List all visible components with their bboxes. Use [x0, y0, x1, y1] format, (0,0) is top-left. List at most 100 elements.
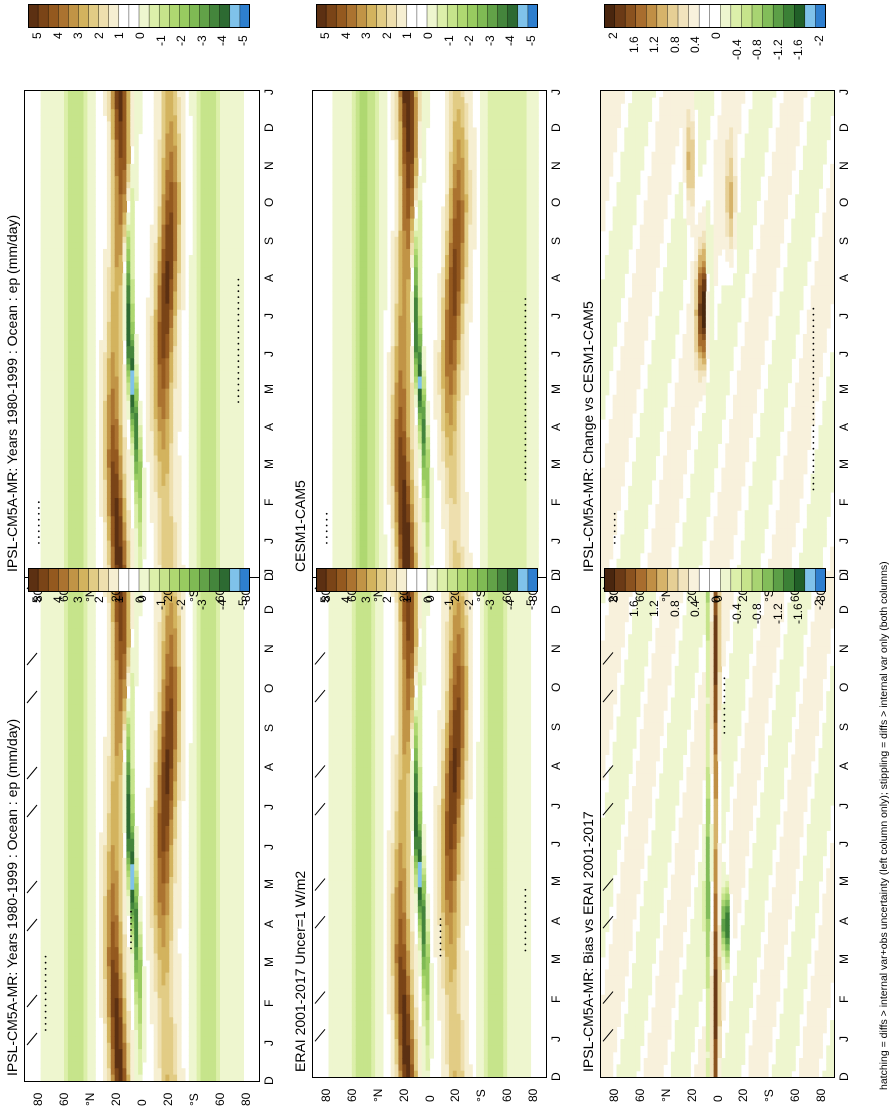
heat-cell [126, 679, 131, 687]
heat-cell [44, 394, 49, 402]
heat-cell [56, 437, 61, 444]
heat-cell [200, 959, 205, 967]
heat-cell [99, 979, 104, 986]
heat-cell [64, 406, 69, 414]
heat-cell [87, 376, 92, 384]
heat-cell [173, 940, 178, 948]
heat-cell [114, 724, 120, 731]
heat-cell [103, 103, 108, 110]
heat-cell [173, 851, 178, 859]
heat-cell [103, 749, 108, 757]
heat-cell [75, 376, 81, 384]
heat-cell [192, 864, 198, 872]
heat-cell [220, 877, 225, 884]
heat-cell [188, 1004, 194, 1012]
heat-cell [91, 115, 96, 122]
heat-cell [99, 985, 104, 993]
heat-cell [216, 959, 221, 967]
heat-cell [110, 743, 116, 751]
heat-cell [40, 109, 46, 116]
heat-cell [122, 743, 127, 751]
heat-cell [52, 528, 57, 536]
heat-cell [79, 679, 85, 687]
heat-cell [204, 602, 209, 610]
heat-cell [44, 775, 49, 782]
heat-cell [227, 704, 233, 712]
heat-cell [52, 103, 57, 110]
heat-cell [122, 800, 127, 808]
heat-cell [181, 755, 186, 763]
heat-cell [239, 781, 244, 789]
heat-cell [106, 749, 112, 757]
heat-cell [114, 781, 120, 789]
heat-cell [181, 634, 186, 642]
heat-cell [192, 685, 198, 693]
heat-cell [204, 673, 209, 680]
heat-cell [110, 736, 116, 744]
heat-cell [235, 934, 241, 942]
heat-cell [56, 704, 61, 712]
heat-cell [40, 522, 46, 529]
heat-cell [103, 870, 108, 878]
heat-cell [83, 953, 88, 961]
heat-cell [169, 673, 174, 680]
heat-cell [83, 200, 88, 208]
heat-cell [91, 498, 96, 505]
heat-cell [71, 419, 77, 426]
heat-cell [161, 819, 166, 827]
heat-cell [173, 832, 178, 840]
heat-cell [212, 660, 217, 668]
heat-cell [157, 902, 163, 910]
heat-cell [67, 979, 73, 986]
heat-cell [204, 1036, 209, 1044]
heat-cell [44, 479, 49, 487]
heat-cell [223, 870, 229, 878]
heat-cell [110, 242, 116, 250]
heat-cell [138, 902, 143, 910]
heat-cell [91, 998, 96, 1006]
heat-cell [87, 679, 92, 687]
heat-cell [239, 749, 244, 757]
heat-cell [235, 940, 241, 948]
heat-cell [181, 609, 186, 617]
heat-cell [52, 902, 57, 910]
heat-cell [67, 206, 73, 214]
heat-cell [87, 540, 92, 548]
heat-cell [60, 540, 65, 548]
heat-cell [165, 940, 170, 948]
heat-cell [153, 685, 159, 693]
heat-cell [212, 883, 217, 891]
heat-cell [216, 851, 221, 859]
heat-cell [56, 139, 61, 147]
heat-cell [79, 534, 85, 542]
heat-cell [134, 991, 139, 999]
heat-cell [83, 800, 88, 808]
heat-cell [67, 334, 73, 341]
heat-cell [83, 145, 88, 153]
heat-cell [149, 787, 155, 795]
heat-cell [52, 200, 57, 208]
heat-cell [110, 692, 116, 700]
heat-cell [239, 609, 244, 617]
heat-cell [87, 1074, 92, 1081]
heat-cell [56, 255, 61, 262]
heat-cell [149, 717, 155, 725]
heat-cell [79, 877, 85, 884]
heat-cell [122, 1010, 127, 1018]
heat-cell [67, 303, 73, 311]
heat-cell [106, 673, 112, 680]
heat-cell [216, 698, 221, 706]
heat-cell [118, 940, 124, 948]
heat-cell [216, 1036, 221, 1044]
heat-cell [196, 940, 202, 948]
heat-cell [83, 864, 88, 872]
heat-cell [208, 685, 213, 693]
heat-cell [52, 364, 57, 372]
heat-cell [223, 966, 229, 974]
heat-cell [188, 800, 194, 808]
heat-cell [192, 736, 198, 744]
heat-cell [239, 896, 244, 904]
heat-cell [169, 736, 174, 744]
heat-cell [67, 698, 73, 706]
heat-cell [64, 309, 69, 317]
